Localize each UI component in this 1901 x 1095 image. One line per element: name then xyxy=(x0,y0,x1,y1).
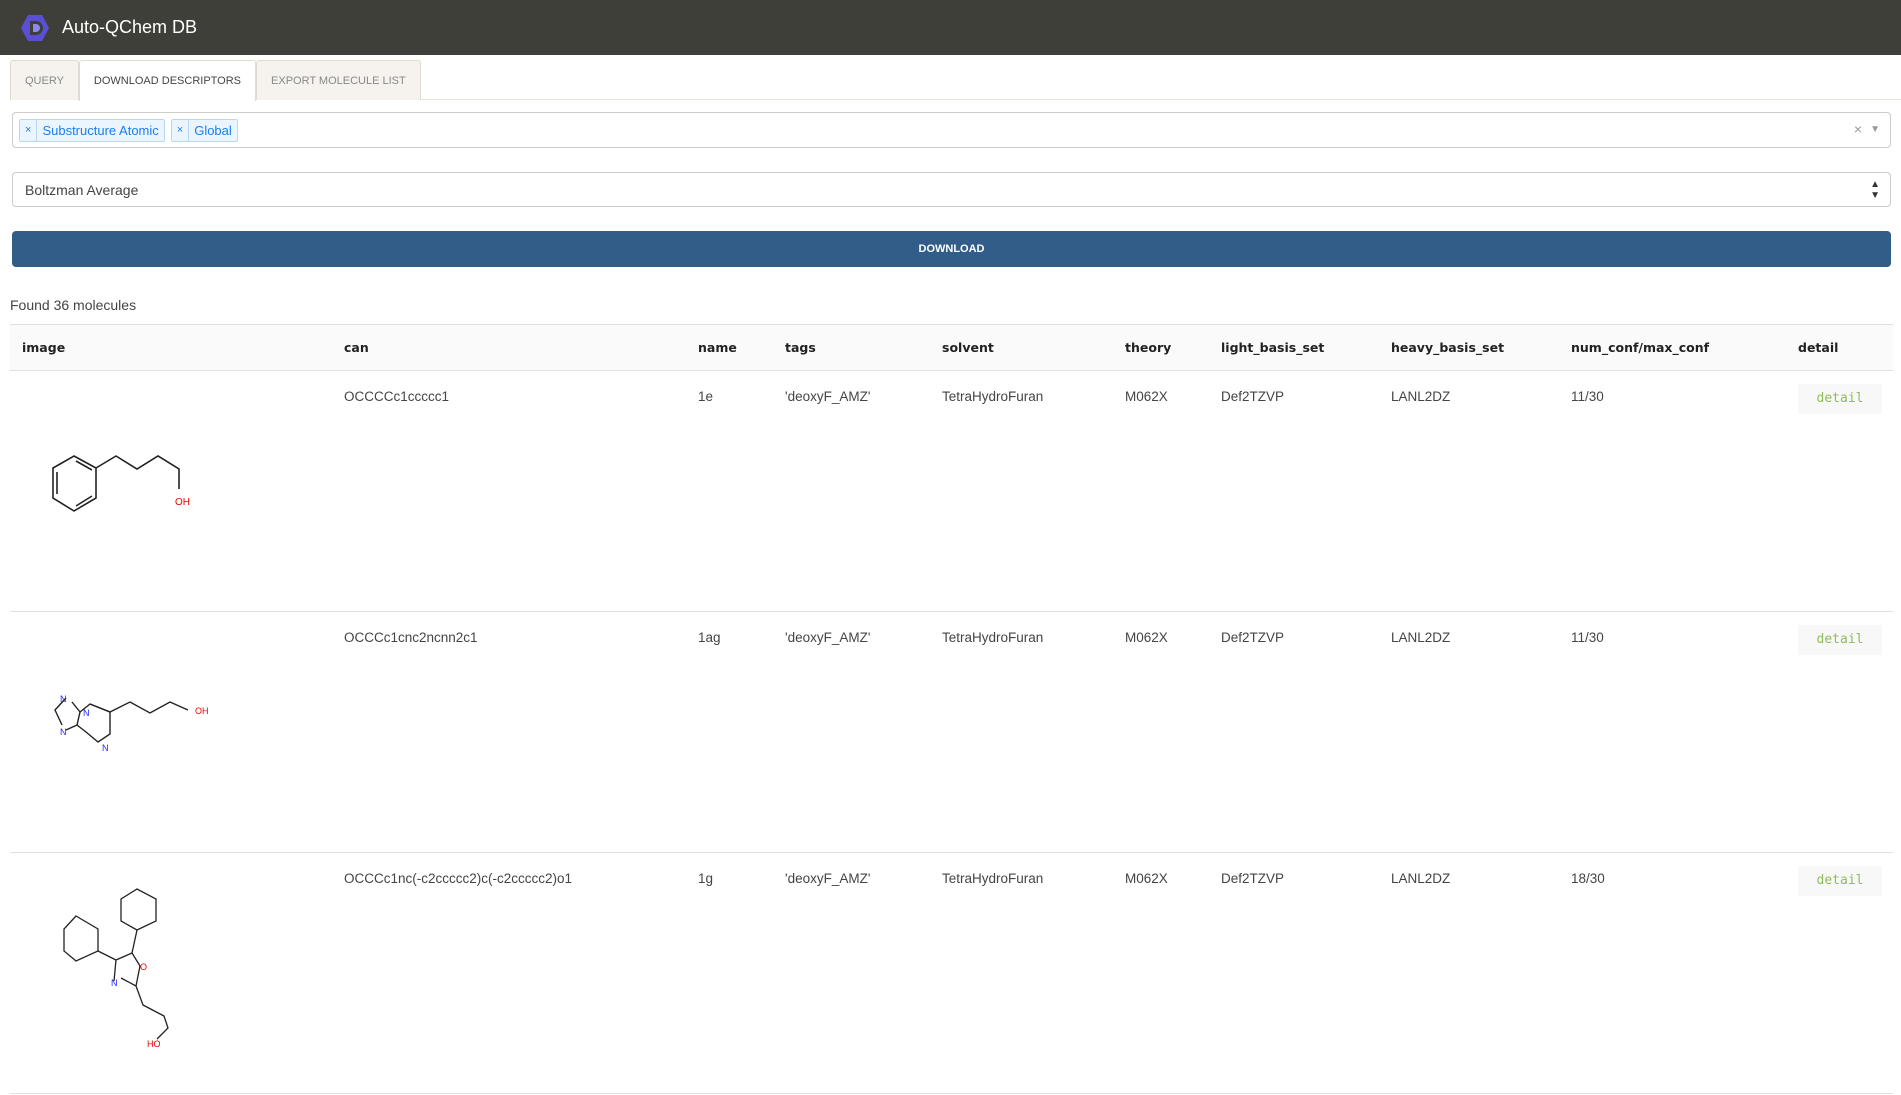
conformer-select[interactable]: Boltzman Average ▲ ▼ xyxy=(12,172,1891,207)
select-value: Boltzman Average xyxy=(25,181,139,198)
cell-heavy-basis: LANL2DZ xyxy=(1379,852,1559,1094)
cell-theory: M062X xyxy=(1113,611,1209,853)
detail-button[interactable]: detail xyxy=(1798,866,1882,896)
cell-heavy-basis: LANL2DZ xyxy=(1379,611,1559,853)
cell-tags: 'deoxyF_AMZ' xyxy=(773,611,930,853)
atom-label: N xyxy=(60,694,67,704)
cell-name: 1ag xyxy=(686,611,773,853)
cell-light-basis: Def2TZVP xyxy=(1209,852,1379,1094)
cell-theory: M062X xyxy=(1113,852,1209,1094)
col-can: can xyxy=(332,324,686,371)
atom-label: OH xyxy=(175,497,190,508)
cell-heavy-basis: LANL2DZ xyxy=(1379,370,1559,612)
col-heavy-basis-set: heavy_basis_set xyxy=(1379,324,1559,371)
tab-query[interactable]: QUERY xyxy=(10,60,79,100)
col-detail: detail xyxy=(1786,324,1893,371)
col-num-conf: num_conf/max_conf xyxy=(1559,324,1786,371)
molecule-image: OH xyxy=(10,370,332,612)
select-arrows-icon: ▲ ▼ xyxy=(1870,178,1880,201)
remove-chip-icon[interactable]: × xyxy=(20,119,38,141)
chip-substructure-atomic: × Substructure Atomic xyxy=(19,118,165,142)
detail-button[interactable]: detail xyxy=(1798,384,1882,414)
atom-label: O xyxy=(140,962,147,972)
cell-tags: 'deoxyF_AMZ' xyxy=(773,852,930,1094)
cell-light-basis: Def2TZVP xyxy=(1209,611,1379,853)
atom-label: HO xyxy=(147,1039,161,1049)
atom-label: N xyxy=(83,708,90,718)
table-row: OH OCCCCc1ccccc1 1e 'deoxyF_AMZ' TetraHy… xyxy=(10,370,1893,612)
descriptor-multiselect[interactable]: × Substructure Atomic × Global × ▼ xyxy=(12,112,1891,148)
tab-download-descriptors[interactable]: DOWNLOAD DESCRIPTORS xyxy=(78,60,257,101)
col-image: image xyxy=(10,324,332,371)
atom-label: N xyxy=(102,743,109,753)
atom-label: OH xyxy=(195,706,209,716)
molecule-structure-1g: O N HO xyxy=(63,888,169,1049)
molecule-structure-1e: OH xyxy=(52,455,190,512)
col-tags: tags xyxy=(773,324,930,371)
atom-label: N xyxy=(60,727,67,737)
cell-num-conf: 11/30 xyxy=(1559,611,1786,853)
detail-button[interactable]: detail xyxy=(1798,625,1882,655)
col-name: name xyxy=(686,324,773,371)
cell-tags: 'deoxyF_AMZ' xyxy=(773,370,930,612)
download-button[interactable]: DOWNLOAD xyxy=(12,231,1891,267)
app-header: Auto-QChem DB xyxy=(0,0,1901,55)
cell-name: 1e xyxy=(686,370,773,612)
chip-label: Global xyxy=(194,122,232,138)
cell-can: OCCCc1cnc2ncnn2c1 xyxy=(332,611,686,853)
results-count: Found 36 molecules xyxy=(10,297,137,313)
cell-solvent: TetraHydroFuran xyxy=(930,611,1113,853)
app-title: Auto-QChem DB xyxy=(62,17,198,37)
molecule-table: image can name tags solvent theory light… xyxy=(10,324,1893,1094)
clear-all-icon[interactable]: × xyxy=(1853,121,1863,137)
molecule-structure-1ag: N N N N OH xyxy=(54,694,209,753)
tab-export-molecule-list[interactable]: EXPORT MOLECULE LIST xyxy=(256,60,421,100)
cell-solvent: TetraHydroFuran xyxy=(930,370,1113,612)
col-solvent: solvent xyxy=(930,324,1113,371)
cell-light-basis: Def2TZVP xyxy=(1209,370,1379,612)
atom-label: N xyxy=(111,978,118,988)
cell-num-conf: 18/30 xyxy=(1559,852,1786,1094)
table-row: O N HO OCCCc1nc(-c2ccccc2)c(-c2ccccc2)o1… xyxy=(10,852,1893,1094)
tab-bar: QUERY DOWNLOAD DESCRIPTORS EXPORT MOLECU… xyxy=(10,60,1901,101)
table-row: N N N N OH OCCCc1cnc2ncnn2c1 1ag 'deoxyF… xyxy=(10,611,1893,853)
molecule-image: N N N N OH xyxy=(10,611,332,853)
cell-can: OCCCc1nc(-c2ccccc2)c(-c2ccccc2)o1 xyxy=(332,852,686,1094)
col-theory: theory xyxy=(1113,324,1209,371)
cell-theory: M062X xyxy=(1113,370,1209,612)
cell-name: 1g xyxy=(686,852,773,1094)
chevron-down-icon[interactable]: ▼ xyxy=(1870,124,1880,135)
cell-solvent: TetraHydroFuran xyxy=(930,852,1113,1094)
chip-label: Substructure Atomic xyxy=(42,122,159,138)
chip-global: × Global xyxy=(170,118,238,142)
cell-num-conf: 11/30 xyxy=(1559,370,1786,612)
remove-chip-icon[interactable]: × xyxy=(172,119,190,141)
molecule-image: O N HO xyxy=(10,852,332,1094)
cell-can: OCCCCc1ccccc1 xyxy=(332,370,686,612)
col-light-basis-set: light_basis_set xyxy=(1209,324,1379,371)
hexagon-logo-icon xyxy=(21,14,49,41)
